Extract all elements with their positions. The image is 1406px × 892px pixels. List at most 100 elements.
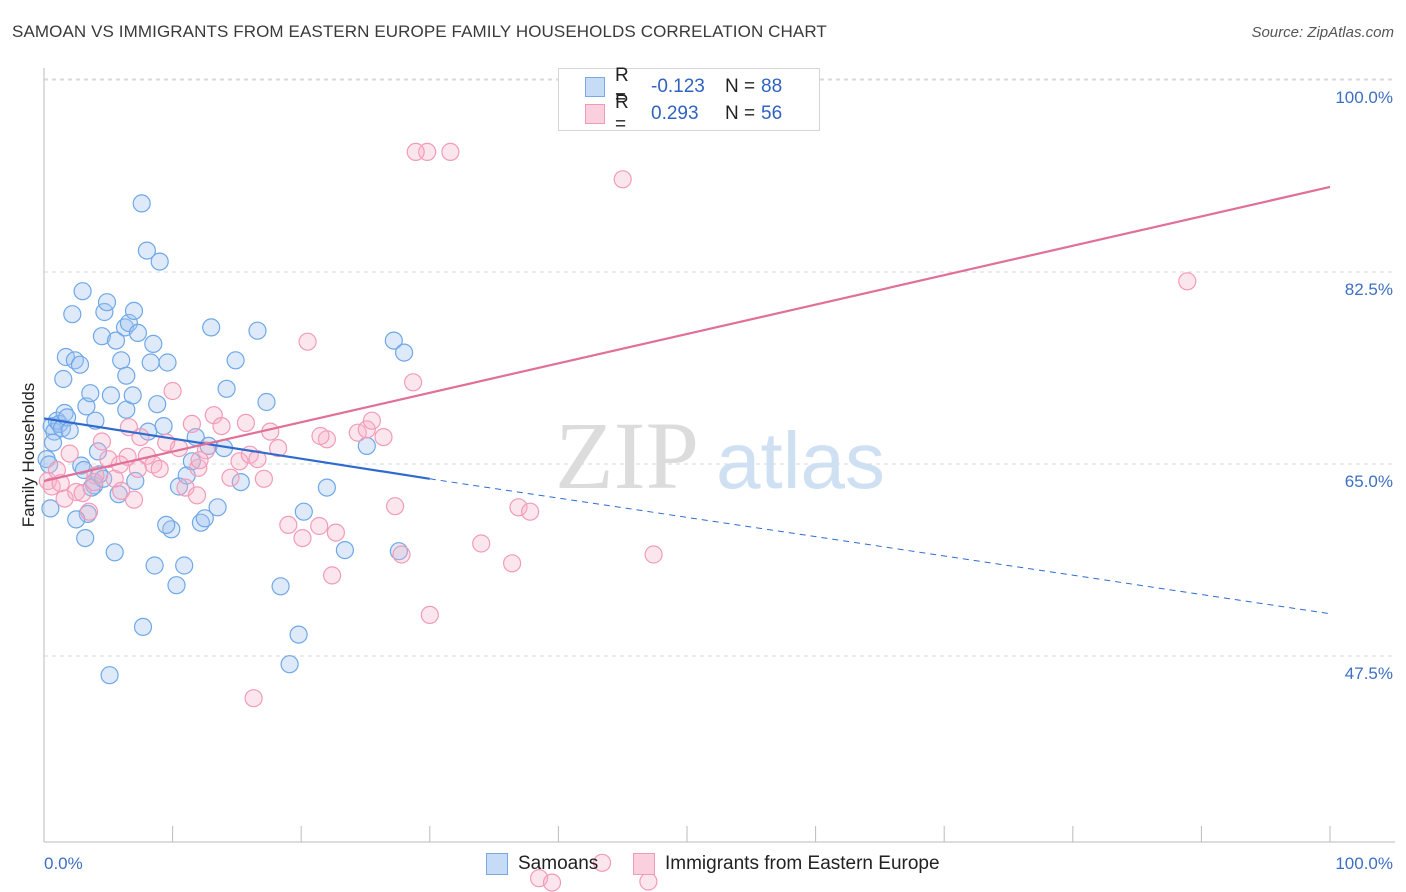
eastern-europe-point <box>124 490 144 509</box>
bottom-swatch-pink <box>633 853 655 875</box>
eastern-europe-point <box>236 413 255 432</box>
eastern-europe-point <box>613 170 632 189</box>
samoans-point <box>43 433 63 452</box>
watermark-zip: ZIP <box>555 402 699 509</box>
eastern-europe-trend-line <box>43 185 1331 483</box>
eastern-europe-point <box>128 459 147 478</box>
samoans-point <box>202 318 221 337</box>
eastern-europe-point <box>1178 272 1197 291</box>
samoans-point <box>112 351 131 370</box>
y-axis-title: Family Households <box>19 383 38 528</box>
eastern-europe-point <box>67 482 86 502</box>
eastern-europe-point <box>60 444 79 463</box>
x-tick-label: 100.0% <box>1335 854 1393 873</box>
eastern-europe-point <box>163 381 182 401</box>
samoans-point <box>148 395 167 414</box>
axes-layer <box>43 68 1395 843</box>
eastern-europe-point <box>311 426 330 446</box>
legend-n-value: 56 <box>761 103 783 124</box>
samoans-point <box>132 194 151 213</box>
y-tick-label: 82.5% <box>1345 280 1393 299</box>
samoans-point <box>145 556 164 575</box>
samoans-point <box>97 293 117 312</box>
legend-n-label: N = <box>725 103 756 124</box>
legend-n-label: N = <box>725 76 756 97</box>
samoans-point <box>106 331 126 350</box>
samoans-point <box>389 542 408 561</box>
eastern-europe-point <box>520 502 540 521</box>
samoans-point <box>217 379 236 398</box>
samoans-point <box>60 421 79 440</box>
samoans-point <box>124 301 144 320</box>
samoans-point <box>137 241 156 260</box>
eastern-europe-point <box>212 417 231 436</box>
legend-swatch-blue <box>585 77 605 97</box>
legend-r-label: R = <box>615 92 629 135</box>
eastern-europe-point <box>472 534 491 553</box>
eastern-europe-point <box>254 469 273 488</box>
samoans-point <box>54 369 73 389</box>
samoans-point <box>208 498 227 517</box>
eastern-europe-point <box>248 450 267 469</box>
samoans-point <box>119 313 138 333</box>
eastern-europe-point <box>357 420 376 439</box>
samoans-point <box>317 478 336 497</box>
bottom-legend-label: Samoans <box>518 853 599 874</box>
samoans-point <box>335 540 354 560</box>
eastern-europe-point <box>112 481 131 500</box>
y-tick-label: 47.5% <box>1345 664 1393 683</box>
eastern-europe-point <box>509 498 528 517</box>
legend-row-samoans: R = -0.123 N = 88 <box>585 65 801 108</box>
eastern-europe-point <box>386 497 405 516</box>
eastern-europe-point <box>187 486 207 505</box>
eastern-europe-point <box>73 484 92 503</box>
eastern-europe-point <box>441 142 460 161</box>
eastern-europe-point <box>502 554 522 573</box>
samoans-point <box>144 334 163 353</box>
samoans-point <box>280 655 299 674</box>
grid-layer <box>44 78 1395 657</box>
eastern-europe-point <box>323 566 342 585</box>
legend-n-value: 88 <box>761 76 783 97</box>
samoans-point <box>76 528 95 548</box>
eastern-europe-point <box>279 515 298 535</box>
stats-legend: R = -0.123 N = 88 R = 0.293 N = 56 <box>558 65 820 135</box>
samoans-point <box>289 625 308 644</box>
legend-r-value: 0.293 <box>651 103 699 124</box>
samoans-point <box>81 384 100 403</box>
eastern-europe-point <box>55 489 74 508</box>
eastern-europe-point <box>221 468 240 487</box>
eastern-europe-point <box>99 450 118 469</box>
samoans-point <box>133 617 153 637</box>
legend-r-label: R = <box>615 65 629 108</box>
samoans-point <box>141 353 160 372</box>
samoans-point <box>105 543 124 562</box>
eastern-europe-point <box>542 873 562 892</box>
eastern-europe-points <box>38 142 1197 892</box>
samoans-point <box>248 321 267 340</box>
samoans-point <box>128 323 147 342</box>
eastern-europe-point <box>406 142 425 161</box>
y-tick-label: 100.0% <box>1335 88 1393 107</box>
eastern-europe-point <box>190 451 209 470</box>
eastern-europe-point <box>79 502 99 521</box>
eastern-europe-point <box>230 452 249 471</box>
samoans-point <box>395 343 414 362</box>
eastern-europe-point <box>644 545 663 564</box>
eastern-europe-point <box>374 428 393 447</box>
eastern-europe-point <box>189 458 208 477</box>
samoans-point <box>70 355 90 374</box>
samoans-point <box>182 452 201 471</box>
eastern-europe-point <box>269 439 288 458</box>
samoans-point <box>92 327 112 346</box>
samoans-point <box>100 666 119 685</box>
samoans-point <box>384 331 403 350</box>
samoans-trend-extension <box>429 478 1331 615</box>
samoans-point <box>117 366 136 385</box>
samoans-point <box>195 509 214 528</box>
samoans-point <box>101 386 121 405</box>
eastern-europe-point <box>182 414 201 433</box>
eastern-europe-point <box>420 605 439 625</box>
samoans-point <box>154 417 173 436</box>
